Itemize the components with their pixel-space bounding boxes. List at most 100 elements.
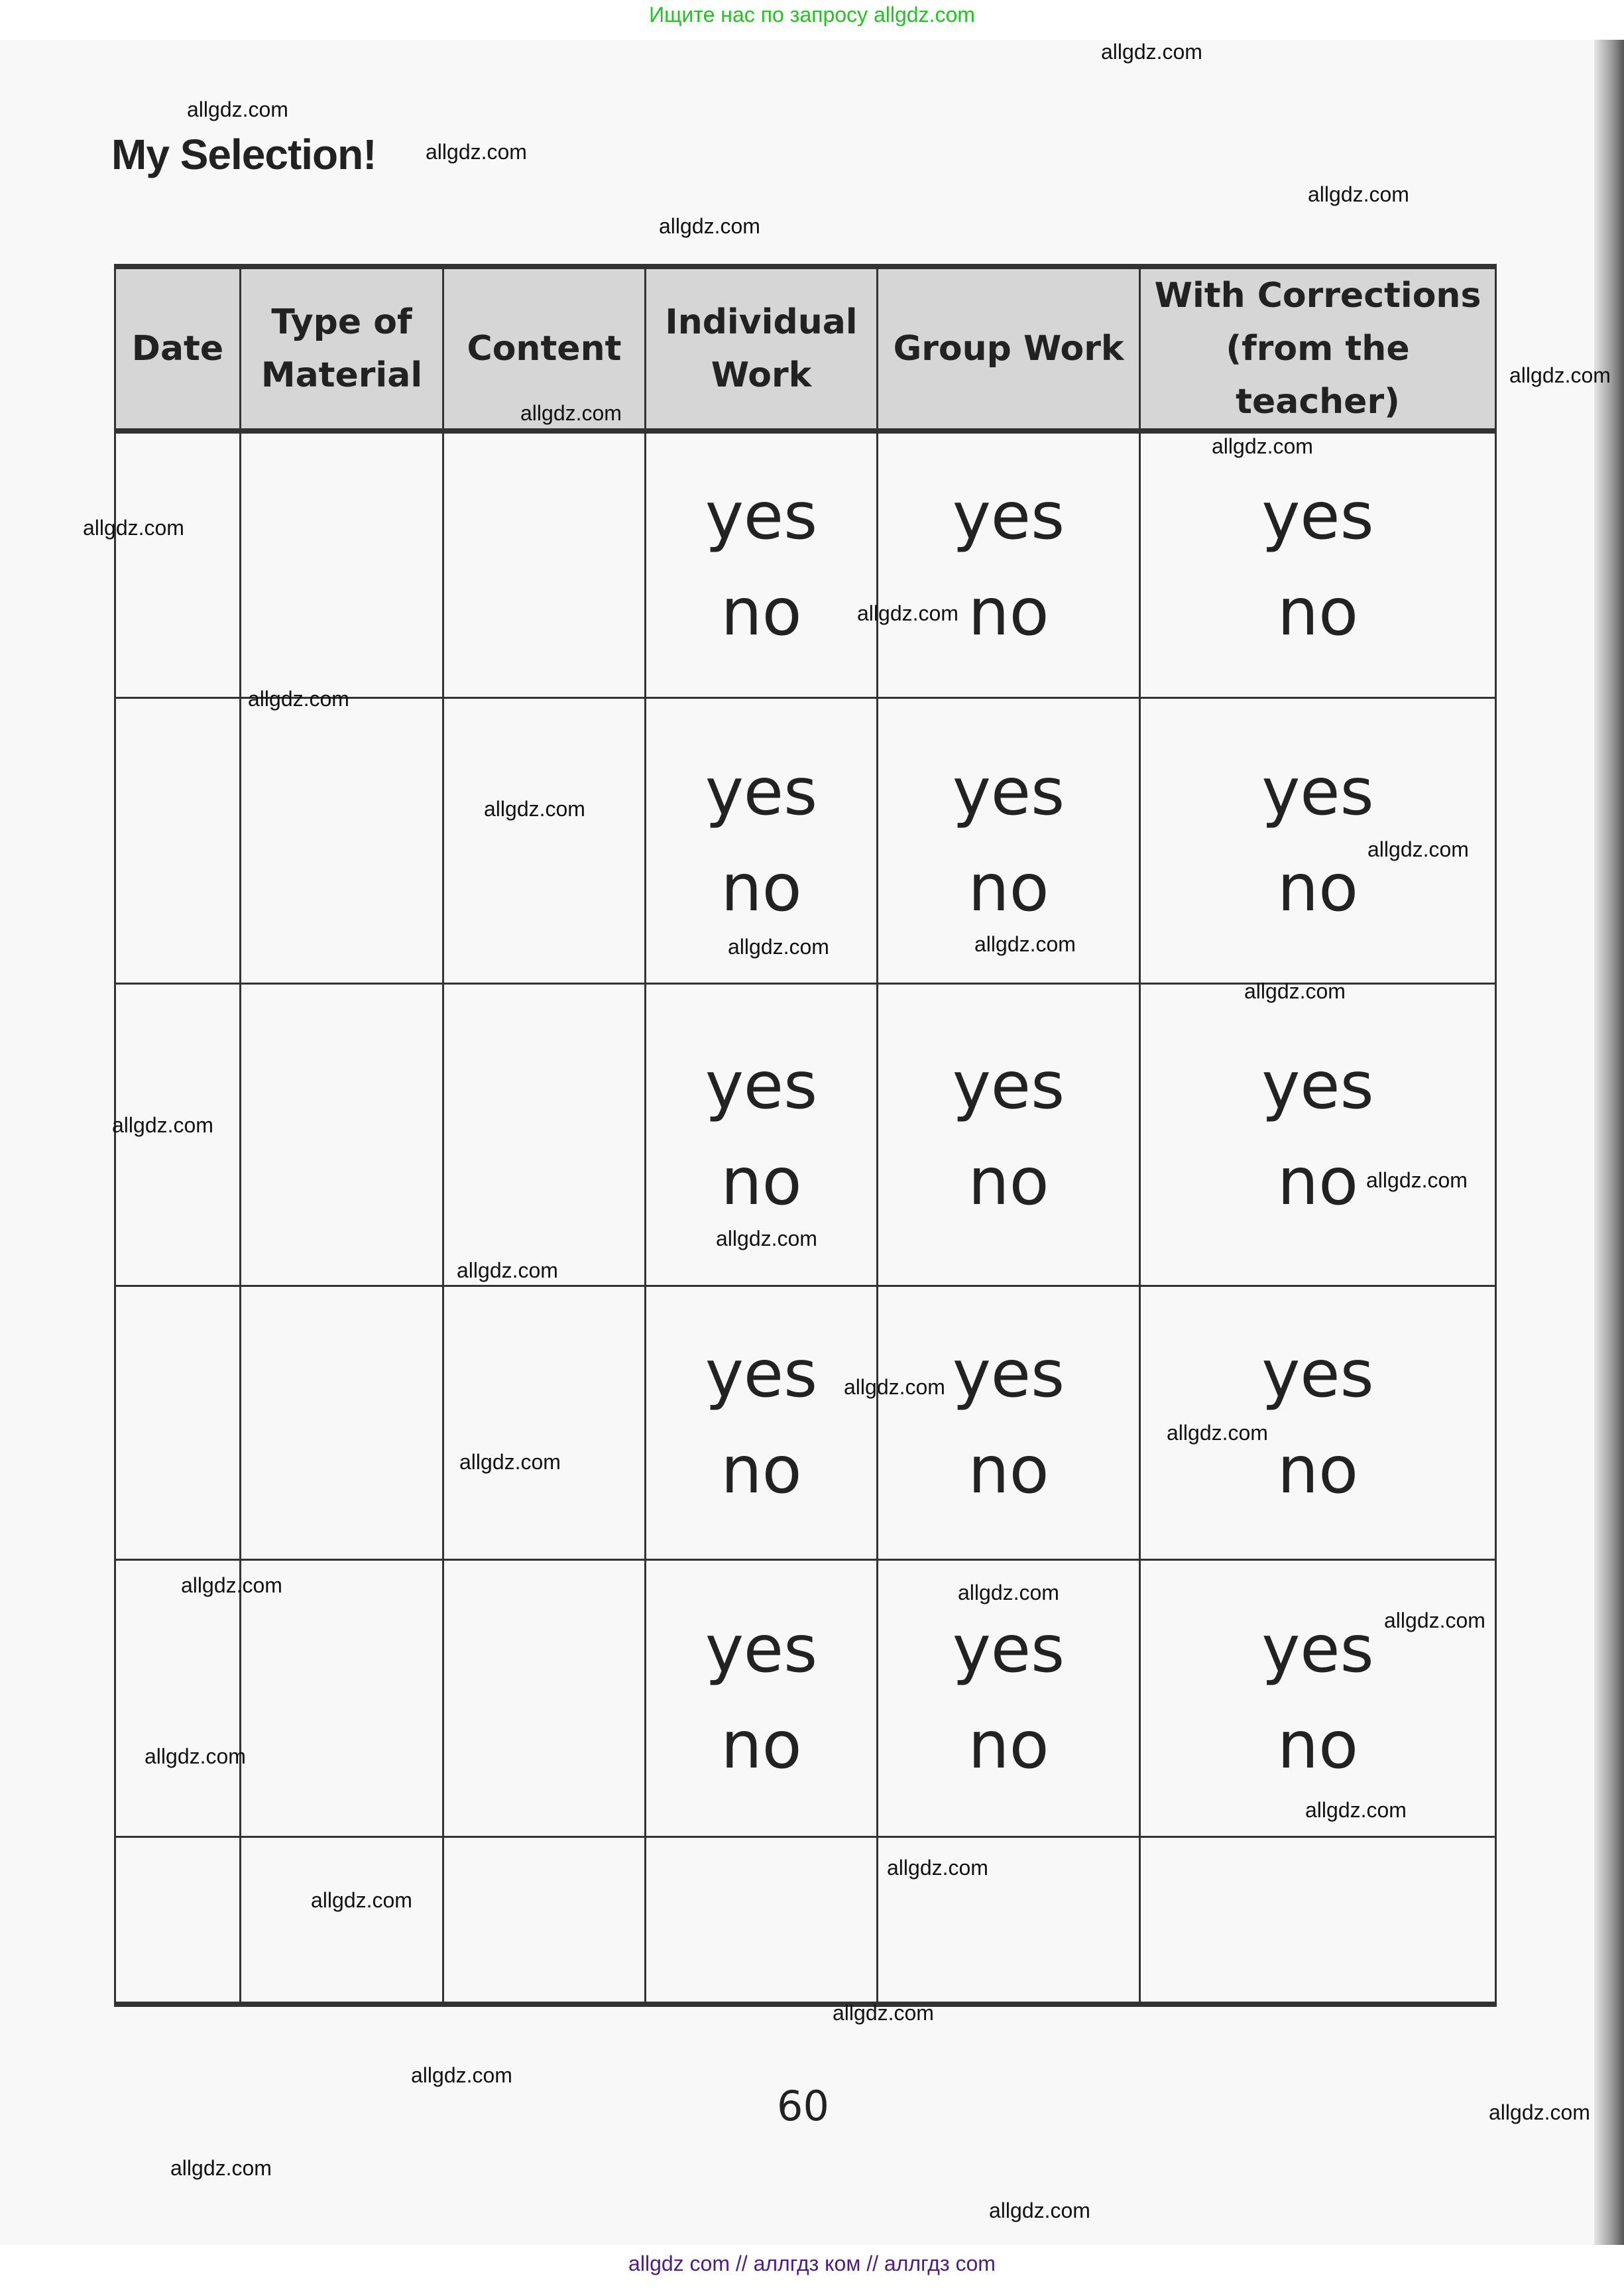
no-option[interactable]: no xyxy=(1277,575,1359,651)
cell-group-work[interactable] xyxy=(876,1835,1141,2007)
watermark: allgdz.com xyxy=(659,214,760,238)
watermark: allgdz.com xyxy=(411,2063,512,2087)
watermark: allgdz.com xyxy=(187,97,288,121)
header-row: Date Type of Material Content Individual… xyxy=(114,265,1497,432)
no-option[interactable]: no xyxy=(721,850,802,926)
yes-option[interactable]: yes xyxy=(952,479,1065,555)
watermark: allgdz.com xyxy=(311,1888,412,1912)
cell-individual-work[interactable]: yes no xyxy=(644,1558,878,1838)
cell-with-corrections[interactable]: yes no xyxy=(1139,982,1497,1287)
no-option[interactable]: no xyxy=(1277,1432,1359,1508)
watermark: allgdz.com xyxy=(520,401,622,425)
watermark: allgdz.com xyxy=(958,1581,1059,1604)
top-banner[interactable]: Ищите нас по запросу allgdz.com xyxy=(649,3,975,27)
table-row: yes no yes no yes no xyxy=(114,982,1497,1287)
cell-content[interactable] xyxy=(442,1558,646,1838)
cell-group-work[interactable]: yes no xyxy=(876,1284,1141,1561)
cell-group-work[interactable]: yes no xyxy=(876,982,1141,1287)
yes-option[interactable]: yes xyxy=(705,1336,818,1412)
yes-option[interactable]: yes xyxy=(952,754,1065,830)
watermark: allgdz.com xyxy=(1244,979,1346,1003)
cell-with-corrections[interactable]: yes no xyxy=(1139,1558,1497,1838)
yes-no-choice: yes no xyxy=(878,745,1139,937)
no-option[interactable]: no xyxy=(968,575,1049,651)
no-option[interactable]: no xyxy=(721,575,802,651)
yes-no-choice: yes no xyxy=(1141,1327,1495,1519)
header-individual-work: Individual Work xyxy=(644,265,878,432)
cell-date[interactable] xyxy=(114,696,241,985)
cell-individual-work[interactable]: yes no xyxy=(644,430,878,699)
yes-option[interactable]: yes xyxy=(952,1336,1065,1412)
yes-no-choice: yes no xyxy=(646,1038,876,1231)
yes-no-choice: yes no xyxy=(878,469,1139,661)
yes-no-choice: yes no xyxy=(646,469,876,661)
watermark: allgdz.com xyxy=(1509,363,1611,387)
yes-option[interactable]: yes xyxy=(952,1048,1065,1124)
cell-date[interactable] xyxy=(114,1558,241,1838)
yes-option[interactable]: yes xyxy=(1261,1336,1374,1412)
no-option[interactable]: no xyxy=(968,1432,1049,1508)
yes-option[interactable]: yes xyxy=(1261,754,1374,830)
yes-option[interactable]: yes xyxy=(705,479,818,555)
table-row: yes no yes no yes no xyxy=(114,430,1497,699)
bottom-banner[interactable]: allgdz com // аллгдз ком // аллгдз com xyxy=(628,2252,996,2275)
header-group-work: Group Work xyxy=(876,265,1141,432)
no-option[interactable]: no xyxy=(968,850,1049,926)
table-row: yes no yes no yes no xyxy=(114,696,1497,985)
cell-type-of-material[interactable] xyxy=(239,1835,444,2007)
cell-group-work[interactable]: yes no xyxy=(876,430,1141,699)
yes-no-choice: yes no xyxy=(878,1602,1139,1794)
cell-content[interactable] xyxy=(442,430,646,699)
cell-date[interactable] xyxy=(114,430,241,699)
cell-with-corrections[interactable] xyxy=(1139,1835,1497,2007)
cell-group-work[interactable]: yes no xyxy=(876,696,1141,985)
no-option[interactable]: no xyxy=(968,1708,1049,1783)
no-option[interactable]: no xyxy=(721,1144,802,1220)
cell-date[interactable] xyxy=(114,982,241,1287)
watermark: allgdz.com xyxy=(1167,1421,1268,1445)
yes-option[interactable]: yes xyxy=(1261,1048,1374,1124)
no-option[interactable]: no xyxy=(721,1432,802,1508)
no-option[interactable]: no xyxy=(721,1708,802,1783)
cell-group-work[interactable]: yes no xyxy=(876,1558,1141,1838)
header-type-of-material: Type of Material xyxy=(239,265,444,432)
header-date: Date xyxy=(114,265,241,432)
yes-option[interactable]: yes xyxy=(1261,479,1374,555)
watermark: allgdz.com xyxy=(457,1258,558,1282)
watermark: allgdz.com xyxy=(844,1375,945,1399)
cell-type-of-material[interactable] xyxy=(239,1558,444,1838)
yes-option[interactable]: yes xyxy=(705,1612,818,1687)
yes-no-choice: yes no xyxy=(646,1327,876,1519)
cell-with-corrections[interactable]: yes no xyxy=(1139,1284,1497,1561)
cell-content[interactable] xyxy=(442,696,646,985)
cell-individual-work[interactable]: yes no xyxy=(644,1284,878,1561)
watermark: allgdz.com xyxy=(1367,837,1469,861)
header-with-corrections: With Corrections (from the teacher) xyxy=(1139,265,1497,432)
no-option[interactable]: no xyxy=(1277,1144,1359,1220)
cell-content[interactable] xyxy=(442,982,646,1287)
cell-type-of-material[interactable] xyxy=(239,430,444,699)
yes-option[interactable]: yes xyxy=(705,1048,818,1124)
watermark: allgdz.com xyxy=(887,1856,988,1880)
cell-type-of-material[interactable] xyxy=(239,696,444,985)
cell-individual-work[interactable]: yes no xyxy=(644,982,878,1287)
yes-option[interactable]: yes xyxy=(952,1612,1065,1687)
cell-content[interactable] xyxy=(442,1835,646,2007)
cell-with-corrections[interactable]: yes no xyxy=(1139,696,1497,985)
cell-individual-work[interactable] xyxy=(644,1835,878,2007)
cell-date[interactable] xyxy=(114,1835,241,2007)
yes-option[interactable]: yes xyxy=(705,754,818,830)
watermark: allgdz.com xyxy=(728,935,829,959)
cell-with-corrections[interactable]: yes no xyxy=(1139,430,1497,699)
cell-type-of-material[interactable] xyxy=(239,1284,444,1561)
no-option[interactable]: no xyxy=(968,1144,1049,1220)
cell-date[interactable] xyxy=(114,1284,241,1561)
no-option[interactable]: no xyxy=(1277,1708,1359,1783)
no-option[interactable]: no xyxy=(1277,850,1359,926)
cell-individual-work[interactable]: yes no xyxy=(644,696,878,985)
cell-type-of-material[interactable] xyxy=(239,982,444,1287)
cell-content[interactable] xyxy=(442,1284,646,1561)
yes-option[interactable]: yes xyxy=(1261,1612,1374,1687)
watermark: allgdz.com xyxy=(1366,1168,1468,1192)
yes-no-choice: yes no xyxy=(1141,469,1495,661)
